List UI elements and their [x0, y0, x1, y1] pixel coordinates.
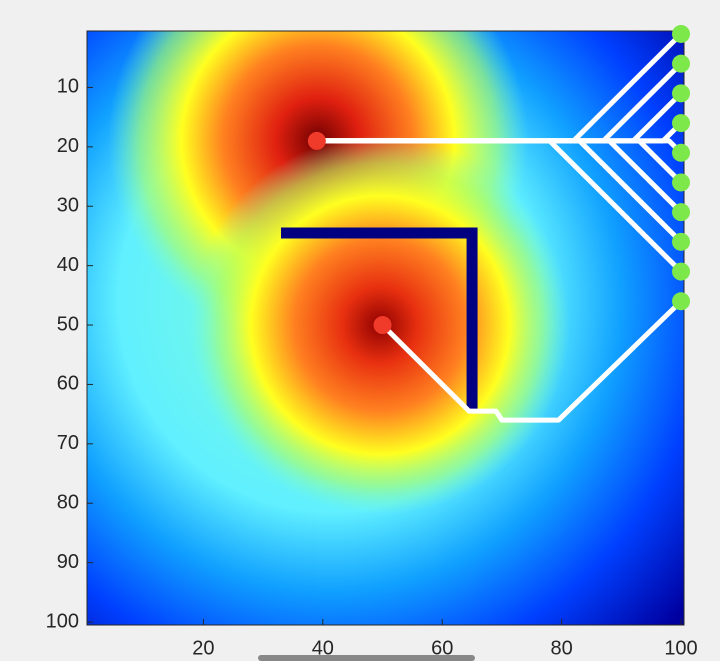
axes-box: [86, 30, 685, 626]
target: [672, 24, 691, 43]
source: [307, 131, 326, 150]
wall: [281, 227, 478, 412]
x-tick-label: 40: [312, 637, 334, 659]
y-tick-label: 70: [57, 432, 79, 454]
target: [672, 203, 691, 222]
y-tick-label: 100: [46, 610, 79, 632]
target: [672, 292, 691, 311]
target: [672, 262, 691, 281]
x-tick-label: 100: [664, 637, 697, 659]
x-tick-label: 80: [550, 637, 572, 659]
target: [672, 143, 691, 162]
y-tick-label: 80: [57, 492, 79, 514]
target: [672, 232, 691, 251]
y-tick-label: 10: [57, 76, 79, 98]
path: [380, 299, 683, 423]
path: [316, 138, 683, 274]
y-tick-label: 50: [57, 313, 79, 335]
target: [672, 54, 691, 73]
target: [672, 84, 691, 103]
y-tick-label: 90: [57, 551, 79, 573]
y-tick-label: 40: [57, 254, 79, 276]
target: [672, 114, 691, 133]
source: [373, 316, 392, 335]
scrollbar: [258, 655, 475, 661]
target: [672, 173, 691, 192]
y-tick-label: 20: [57, 135, 79, 157]
y-tick-label: 30: [57, 195, 79, 217]
x-tick-label: 20: [192, 637, 214, 659]
y-tick-label: 60: [57, 373, 79, 395]
x-tick-label: 60: [431, 637, 453, 659]
